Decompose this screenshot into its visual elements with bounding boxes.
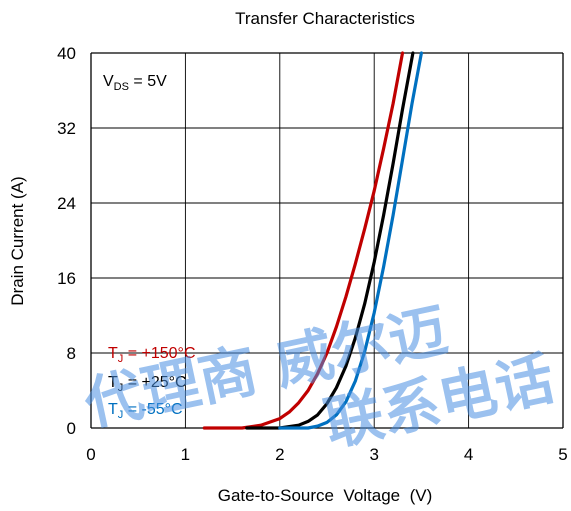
series-line-1	[245, 51, 415, 430]
legend-entry-0: TJ = +150°C	[108, 345, 196, 365]
x-tick-label: 3	[369, 445, 378, 464]
legend-entry-2: TJ = -55°C	[108, 401, 183, 421]
grid	[90, 52, 564, 429]
y-tick-label: 32	[57, 119, 76, 138]
y-tick-label: 24	[57, 194, 76, 213]
series-line-2	[278, 51, 423, 430]
series-line-0	[202, 51, 405, 430]
watermark: 代理商 威尔迈 联系电话	[78, 296, 560, 459]
x-tick-label: 1	[181, 445, 190, 464]
x-tick-label: 4	[464, 445, 473, 464]
series-lines	[202, 51, 423, 430]
x-tick-label: 0	[86, 445, 95, 464]
legend: TJ = +150°C TJ = +25°C TJ = -55°C	[108, 345, 196, 421]
vds-condition-label: VDS = 5V	[103, 73, 167, 93]
y-tick-label: 40	[57, 44, 76, 63]
tick-labels: 0 1 2 3 4 5 0 8 16 24 32 40	[57, 44, 568, 464]
x-axis-label: Gate-to-Source Voltage (V)	[218, 486, 433, 505]
y-tick-label: 0	[67, 419, 76, 438]
y-tick-label: 8	[67, 344, 76, 363]
y-tick-label: 16	[57, 269, 76, 288]
chart-title: Transfer Characteristics	[235, 9, 415, 28]
y-axis-label: Drain Current (A)	[8, 176, 27, 305]
legend-entry-1: TJ = +25°C	[108, 374, 187, 394]
x-tick-label: 5	[558, 445, 567, 464]
x-tick-label: 2	[275, 445, 284, 464]
